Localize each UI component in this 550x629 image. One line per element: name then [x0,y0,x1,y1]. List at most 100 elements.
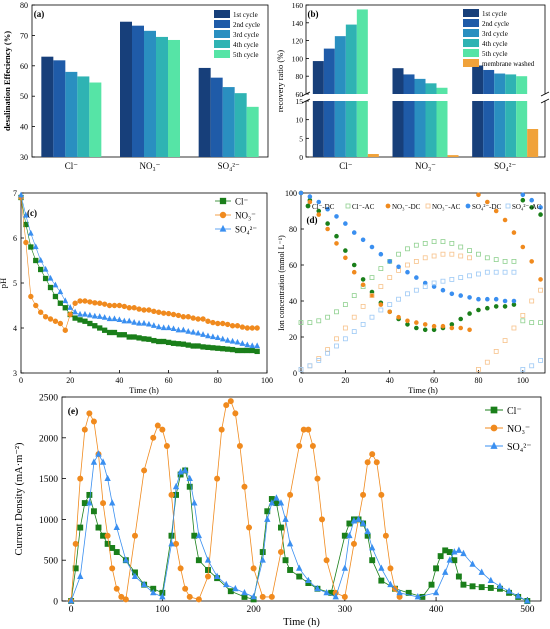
legend-label: Cl⁻-DC [312,203,335,211]
bar [392,101,404,157]
data-point [170,340,177,346]
legend-label: SO₄²⁻ [235,225,257,235]
data-point [520,197,526,203]
data-point [467,273,472,279]
data-point [277,549,284,556]
legend-marker [345,203,351,209]
bar [516,76,528,94]
data-point [307,199,313,205]
data-point [282,557,289,564]
data-point [52,318,59,324]
x-tick-label: NO₃⁻ [415,161,436,171]
data-point [122,596,129,603]
data-point [341,593,348,600]
data-point [405,269,410,275]
x-axis-title: Time (h) [283,617,320,628]
data-point [140,580,148,588]
data-point [118,593,125,600]
data-point [502,258,508,264]
legend-marker [219,224,227,232]
data-point [244,341,251,348]
data-point [493,257,499,263]
data-point [101,314,108,320]
data-point [433,565,440,572]
data-point [175,326,182,333]
series-4 [298,190,543,304]
data-point [195,596,202,603]
data-point [405,262,410,268]
data-point [227,398,234,405]
data-point [529,259,534,264]
series-0 [298,190,543,333]
legend-label: NO₃⁻ [235,211,256,221]
data-point [180,341,187,347]
data-point [116,302,123,309]
data-point [214,334,221,341]
legend-label: Cl⁻ [235,197,249,207]
legend-label: membrane washed [482,60,535,68]
series-1 [298,239,543,326]
data-point [186,474,193,482]
data-point [72,308,78,315]
data-point [493,208,499,214]
y-tick-label: 100 [285,189,297,198]
legend-swatch [463,29,479,37]
y-tick-label: 2000 [39,434,58,444]
data-point [422,327,428,333]
data-point [440,251,446,257]
data-point [478,568,485,575]
data-point [414,320,419,325]
bar [447,155,459,157]
data-point [113,523,120,531]
data-point [325,350,331,356]
data-point [156,309,162,315]
data-point [364,459,371,466]
data-point [378,251,384,257]
y-tick-label: 3 [13,369,17,378]
y-tick-label: 80 [296,72,304,81]
data-point [175,341,182,347]
data-point [334,343,339,349]
x-tick-label: SO₄²⁻ [218,161,240,171]
data-point [419,593,426,600]
y-tick-label: 140 [292,19,304,28]
data-point [314,584,321,592]
data-point [170,325,177,332]
y-tick-label: 1500 [39,475,58,485]
data-point [469,560,476,567]
data-point [458,316,464,322]
data-point [520,312,526,318]
data-point [296,564,303,571]
data-point [204,556,212,563]
data-point [378,564,385,571]
data-point [378,577,385,584]
data-point [538,205,543,210]
data-point [121,303,128,310]
data-point [47,316,54,322]
data-point [342,302,348,308]
bar [516,101,528,157]
data-point [126,317,133,324]
data-point [382,532,389,539]
data-point [161,338,167,345]
data-point [33,302,39,309]
data-point [538,357,543,363]
data-point [99,458,107,465]
data-point [224,337,231,343]
x-tick-label: 20 [66,376,74,385]
data-point [296,442,303,449]
bar [168,39,180,157]
data-point [476,271,481,277]
data-point [190,328,197,335]
series-2 [298,190,543,333]
data-point [307,320,313,326]
data-point [405,291,410,297]
y-tick-label: 80 [289,225,297,234]
data-point [360,282,366,288]
bar [403,101,415,157]
y-tick-label: 60 [20,62,28,71]
bar [234,93,247,157]
x-tick-label: 100 [155,605,170,615]
bar [246,106,259,157]
data-point [210,345,216,351]
